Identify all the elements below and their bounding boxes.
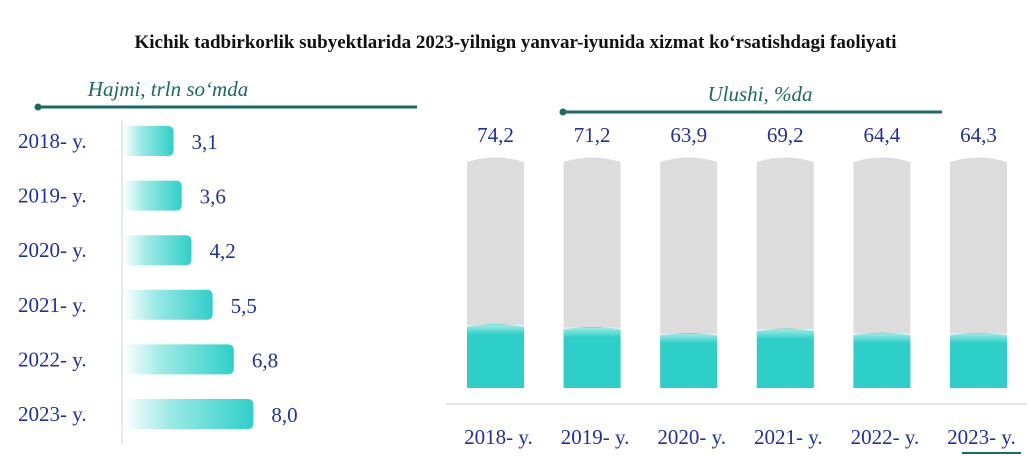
right-bar-highlight	[660, 333, 718, 344]
left-header-dot	[34, 103, 42, 111]
right-bar-fill	[756, 328, 814, 388]
left-value-label: 4,2	[209, 239, 235, 263]
left-category-label: 2021- y.	[18, 293, 87, 317]
right-category-label: 2020- y.	[657, 425, 726, 449]
left-bar	[123, 399, 254, 429]
left-bar	[123, 126, 174, 156]
right-value-label: 64,4	[864, 123, 901, 147]
right-bar-highlight	[467, 324, 524, 335]
right-category-label: 2019- y.	[561, 425, 630, 449]
left-bar	[123, 344, 234, 375]
right-bar-highlight	[853, 333, 911, 344]
left-value-label: 8,0	[271, 403, 297, 427]
left-bar	[123, 289, 213, 320]
left-bar	[123, 235, 192, 266]
right-bar-track	[660, 157, 718, 388]
right-bar-fill	[950, 332, 1007, 388]
left-panel-label: Hajmi, trln so‘mda	[87, 77, 248, 101]
right-value-label: 63,9	[670, 123, 707, 147]
right-category-label: 2023- y.	[947, 425, 1016, 449]
right-category-label: 2021- y.	[754, 425, 823, 449]
right-value-label: 71,2	[574, 123, 611, 147]
right-panel-label: Ulushi, %da	[708, 82, 813, 106]
left-value-label: 6,8	[252, 348, 278, 372]
left-category-label: 2018- y.	[18, 129, 87, 153]
left-category-label: 2019- y.	[18, 184, 87, 208]
right-bar-track	[950, 157, 1007, 388]
right-value-label: 64,3	[960, 123, 997, 147]
right-category-label: 2022- y.	[851, 425, 920, 449]
right-bar-chart: 74,2 2018- y. 71,2 2019- y. 63,9 2020- y. 69,2…	[464, 123, 1016, 449]
right-bar-track	[853, 157, 911, 388]
right-bar-highlight	[950, 333, 1007, 344]
left-category-label: 2020- y.	[18, 238, 87, 262]
right-bar-highlight	[563, 327, 621, 338]
left-category-label: 2023- y.	[18, 402, 87, 426]
left-bar-chart: 2018- y. 3,1 2019- y. 3,6 2020- y. 4,2 2021- y…	[18, 126, 298, 429]
right-header-dot	[559, 108, 567, 116]
right-category-label: 2018- y.	[464, 425, 533, 449]
left-value-label: 5,5	[231, 294, 257, 318]
left-value-label: 3,6	[200, 185, 226, 209]
right-bar-fill	[660, 333, 718, 388]
right-value-label: 74,2	[477, 123, 514, 147]
right-bar-highlight	[756, 329, 814, 340]
left-category-label: 2022- y.	[18, 347, 87, 371]
right-bar-fill	[563, 326, 621, 388]
right-bar-fill	[853, 332, 911, 388]
right-value-label: 69,2	[767, 123, 804, 147]
chart-title: Kichik tadbirkorlik subyektlarida 2023-y…	[134, 32, 897, 53]
left-bar	[123, 180, 182, 211]
left-value-label: 3,1	[192, 130, 218, 154]
right-bar-fill	[467, 324, 524, 388]
